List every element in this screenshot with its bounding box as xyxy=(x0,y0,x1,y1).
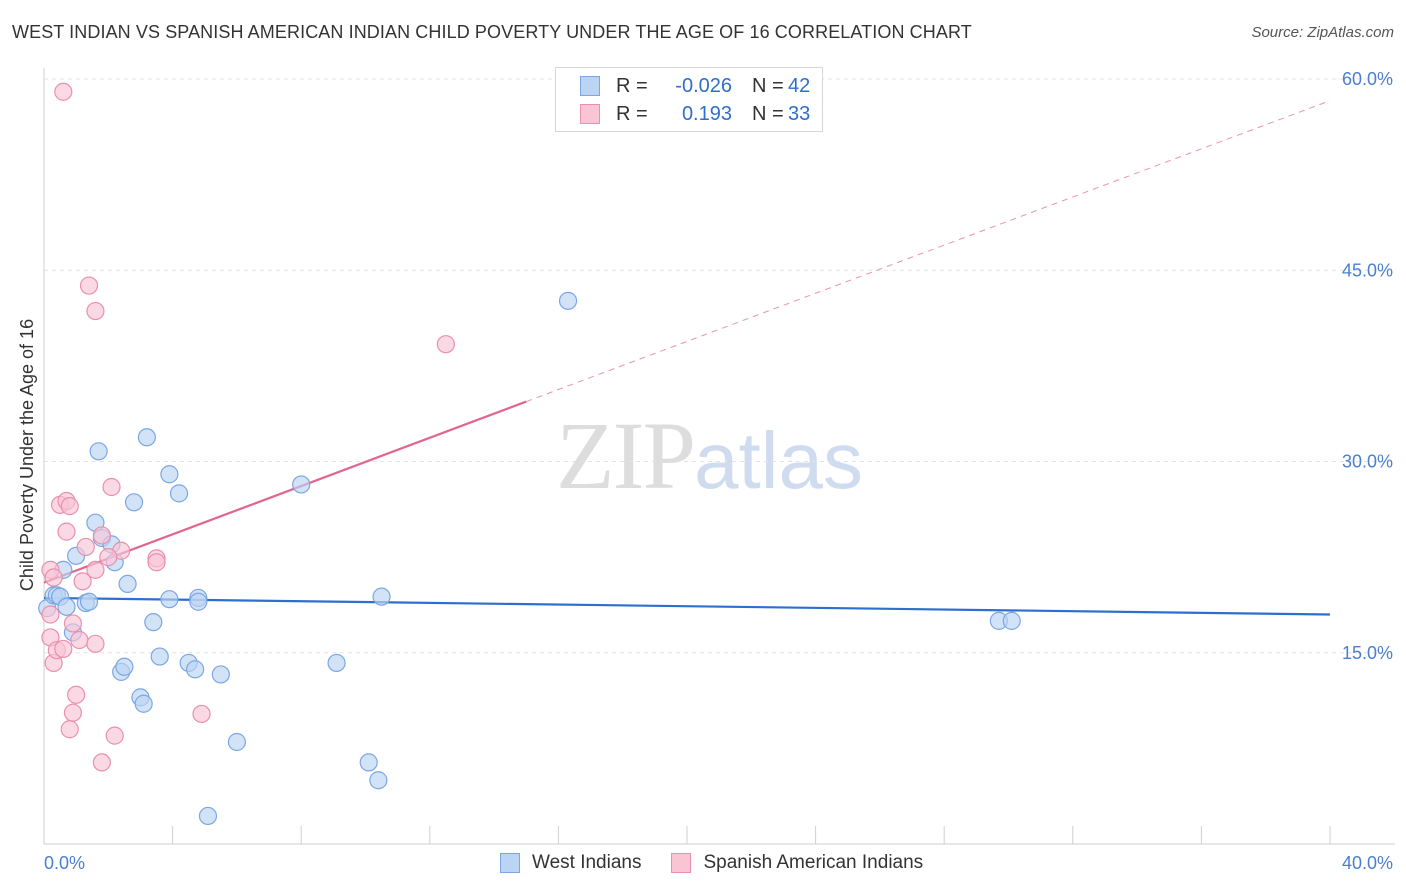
legend-row-spanish-american-indians: R = 0.193 N = 33 xyxy=(580,101,810,127)
west-indians-point xyxy=(359,753,378,772)
spanish-american-indians-point xyxy=(57,522,76,541)
spanish-american-indians-point xyxy=(79,276,99,295)
west-indians-point xyxy=(292,475,311,494)
west-indians-point xyxy=(198,806,218,826)
legend-n-label: N = xyxy=(752,102,784,125)
west-indians-point xyxy=(186,660,205,679)
legend-swatch-west-indians xyxy=(580,76,600,96)
west-indians-point xyxy=(160,465,179,484)
legend-swatch-spanish-american-indians xyxy=(580,104,600,124)
spanish-american-indians-point xyxy=(63,703,83,722)
spanish-american-indians-point xyxy=(436,335,455,354)
spanish-american-indians-point xyxy=(41,605,60,624)
correlation-legend: R = -0.026 N = 42 R = 0.193 N = 33 xyxy=(555,67,823,132)
series-swatch-west-indians xyxy=(500,853,520,873)
spanish-american-indians-trend-extension xyxy=(526,100,1331,403)
spanish-american-indians-point xyxy=(60,720,79,739)
spanish-american-indians-point xyxy=(54,82,73,101)
legend-n-label: N = xyxy=(752,74,784,97)
west-indians-point xyxy=(115,657,134,676)
x-tick-label: 40.0% xyxy=(1342,853,1393,873)
spanish-american-indians-point xyxy=(54,639,73,659)
legend-r-value: -0.026 xyxy=(675,74,732,97)
chart-title: WEST INDIAN VS SPANISH AMERICAN INDIAN C… xyxy=(12,22,972,42)
spanish-american-indians-point xyxy=(63,614,83,633)
west-indians-point xyxy=(118,574,137,594)
spanish-american-indians-point xyxy=(86,560,105,579)
west-indians-point xyxy=(137,428,156,447)
x-tick-label: 0.0% xyxy=(44,853,85,873)
west-indians-point xyxy=(160,590,179,609)
west-indians-point xyxy=(189,592,208,611)
west-indians-point xyxy=(227,732,246,752)
series-label-west-indians: West Indians xyxy=(532,852,642,873)
series-legend-west-indians[interactable]: West Indians xyxy=(500,852,641,874)
spanish-american-indians-point xyxy=(67,685,86,704)
y-axis-label: Child Poverty Under the Age of 16 xyxy=(17,319,37,591)
series-legend-spanish-american-indians[interactable]: Spanish American Indians xyxy=(671,852,923,874)
watermark: ZIPatlas xyxy=(556,400,863,511)
west-indians-point xyxy=(124,493,144,512)
legend-n-value: 42 xyxy=(788,74,811,97)
spanish-american-indians-point xyxy=(70,630,89,650)
west-indians-point xyxy=(1002,611,1021,630)
spanish-american-indians-point xyxy=(73,572,92,591)
west-indians-point xyxy=(144,613,163,632)
west-indians-point xyxy=(89,442,108,461)
y-tick-label: 15.0% xyxy=(1342,643,1393,663)
spanish-american-indians-point xyxy=(99,548,118,567)
source-credit: Source: ZipAtlas.com xyxy=(1251,24,1394,41)
spanish-american-indians-point xyxy=(86,301,105,321)
watermark-atlas: atlas xyxy=(694,416,863,505)
spanish-american-indians-point xyxy=(147,553,166,572)
west-indians-point xyxy=(79,592,99,611)
spanish-american-indians-point xyxy=(76,537,95,557)
watermark-zip: ZIP xyxy=(556,402,696,509)
spanish-american-indians-point xyxy=(92,753,111,772)
legend-r-label: R = xyxy=(616,102,648,125)
tick-labels: 15.0% 30.0% 45.0% 60.0% 0.0% 40.0% xyxy=(44,69,1393,873)
spanish-american-indians-point xyxy=(60,497,79,516)
spanish-american-indians-point xyxy=(86,634,105,653)
west-indians-point xyxy=(327,653,346,673)
series-legend: West Indians Spanish American Indians xyxy=(500,852,953,874)
west-indians-point xyxy=(369,771,388,790)
west-indians-point xyxy=(558,291,578,310)
spanish-american-indians-point xyxy=(92,526,111,545)
gridlines xyxy=(44,78,1395,654)
legend-r-label: R = xyxy=(616,74,648,97)
y-tick-label: 30.0% xyxy=(1342,452,1393,472)
west-indians-point xyxy=(169,484,189,503)
spanish-american-indians-point xyxy=(192,704,211,724)
west-indians-point xyxy=(134,694,153,713)
spanish-american-indians-point xyxy=(105,726,124,745)
series-swatch-spanish-american-indians xyxy=(671,853,692,873)
spanish-american-indians-point xyxy=(102,477,121,497)
spanish-american-indians-point xyxy=(44,568,63,587)
axes xyxy=(43,68,1395,845)
west-indians-point xyxy=(372,587,391,606)
legend-r-value: 0.193 xyxy=(681,102,732,125)
y-tick-label: 45.0% xyxy=(1342,260,1393,280)
trend-lines xyxy=(43,100,1331,616)
west-indians-point xyxy=(211,665,230,684)
legend-row-west-indians: R = -0.026 N = 42 xyxy=(580,73,810,99)
west-indians-trend-line xyxy=(43,596,1331,616)
series-label-spanish-american-indians: Spanish American Indians xyxy=(703,852,924,873)
y-tick-label: 60.0% xyxy=(1342,69,1393,89)
data-points xyxy=(38,82,1021,826)
legend-n-value: 33 xyxy=(788,102,811,125)
west-indians-point xyxy=(150,647,169,666)
west-indians-point xyxy=(57,597,76,616)
